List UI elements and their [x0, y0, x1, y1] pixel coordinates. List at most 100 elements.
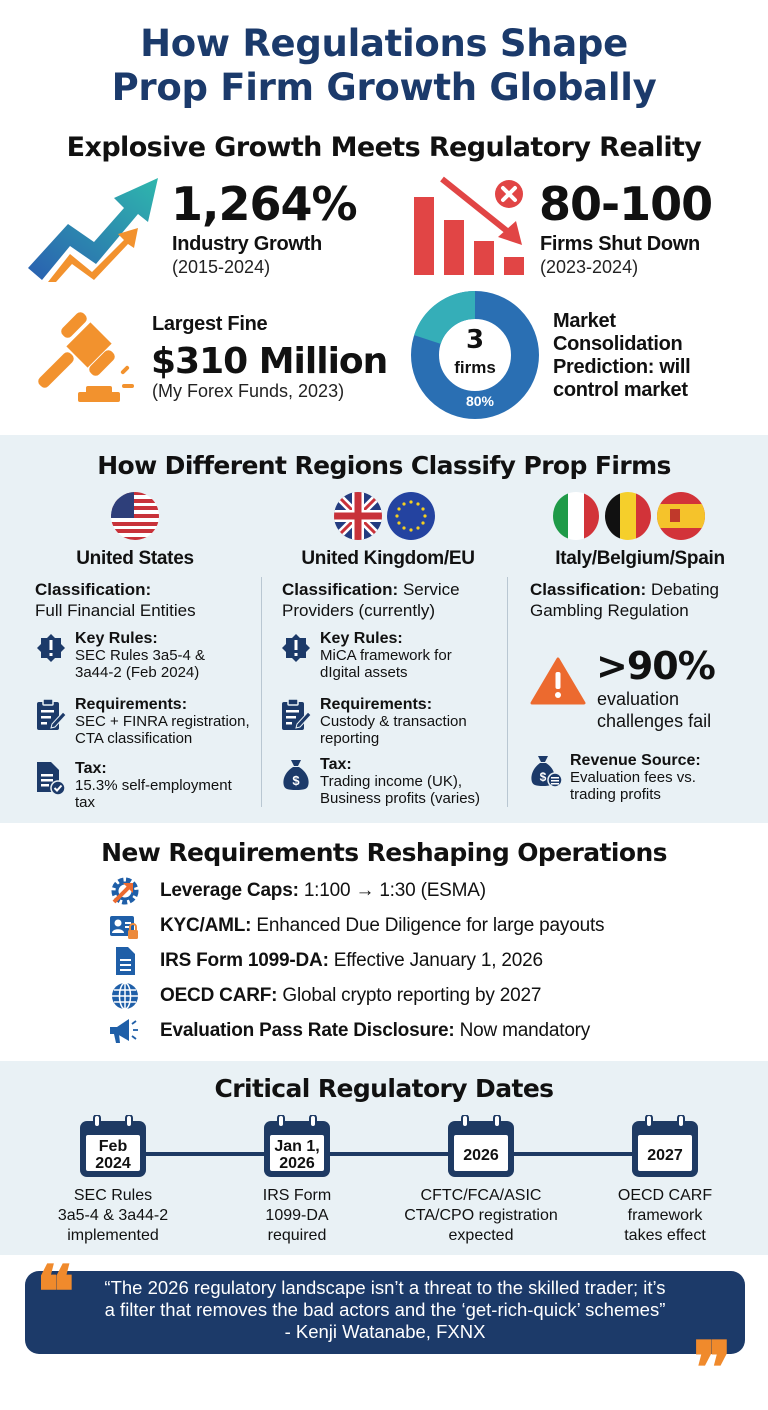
column-divider	[261, 577, 262, 807]
timeline-event-desc: OECD CARF framework takes effect	[590, 1186, 740, 1246]
fail-stat-line: challenges fail	[597, 711, 712, 731]
desc-line: CTA/CPO registration	[404, 1207, 558, 1224]
classification-value: Gambling Regulation	[530, 601, 689, 620]
requirement-label: IRS Form 1099-DA:	[160, 950, 329, 971]
rule-text-line: reporting	[320, 730, 380, 747]
requirement-text: Enhanced Due Diligence for large payouts	[256, 915, 605, 936]
classification-value: Debating	[650, 580, 719, 599]
rule-text-line: Custody & transaction	[320, 713, 467, 730]
rule-heading: Tax:	[75, 760, 107, 777]
page-subtitle: Explosive Growth Meets Regulatory Realit…	[66, 132, 702, 163]
us-tax: Tax: 15.3% self-employment tax	[35, 760, 232, 811]
id-card-lock-icon	[110, 916, 138, 939]
desc-line: 3a5-4 & 3a44-2	[57, 1207, 169, 1224]
uk-eu-requirements: Requirements: Custody & transaction report…	[280, 696, 467, 747]
svg-text:$: $	[540, 770, 547, 784]
rule-heading: Requirements:	[75, 696, 188, 713]
ibs-revenue-source: $ Revenue Source: Evaluation fees vs. trad…	[530, 752, 701, 803]
rule-text-line: SEC + FINRA registration,	[75, 713, 250, 730]
us-requirements: Requirements: SEC + FINRA registration, CT…	[35, 696, 250, 747]
us-key-rules: Key Rules: SEC Rules 3a5-4 & 3a44-2 (Feb 2…	[35, 630, 205, 681]
donut-center-label: firms	[454, 358, 496, 377]
requirement-item: Evaluation Pass Rate Disclosure: Now man…	[108, 1015, 590, 1047]
uk-flag-icon	[333, 491, 383, 541]
uk-eu-key-rules: Key Rules: MiCA framework for dIgital asse…	[280, 630, 452, 681]
globe-icon	[112, 982, 138, 1010]
requirement-item: OECD CARF: Global crypto reporting by 20…	[108, 980, 541, 1012]
desc-line: IRS Form	[262, 1187, 332, 1204]
timeline-line	[110, 1152, 660, 1156]
desc-line: takes effect	[624, 1227, 706, 1244]
classification-label: Classification:	[35, 580, 152, 599]
gavel-icon	[24, 308, 136, 404]
requirement-label: KYC/AML:	[160, 915, 252, 936]
timeline-event-desc: CFTC/FCA/ASIC CTA/CPO registration expecte…	[391, 1186, 571, 1246]
gear-arrow-icon	[111, 877, 139, 905]
money-bag-coins-icon: $	[531, 756, 562, 788]
desc-line: required	[267, 1227, 327, 1244]
document-check-icon	[37, 762, 66, 796]
fine-value: $310 Million	[151, 341, 388, 382]
column-divider	[507, 577, 508, 807]
timeline-title: Critical Regulatory Dates	[214, 1074, 555, 1103]
alert-badge-icon	[37, 634, 65, 662]
clipboard-edit-icon	[282, 698, 312, 730]
us-flag-icon	[110, 491, 160, 541]
rule-heading: Key Rules:	[75, 630, 158, 647]
requirement-item: Leverage Caps: 1:100 → 1:30 (ESMA)	[108, 875, 486, 907]
svg-text:$: $	[292, 773, 300, 788]
rule-text-line: CTA classification	[75, 730, 193, 747]
rule-text-line: 3a44-2 (Feb 2024)	[75, 664, 200, 681]
rule-heading: Tax:	[320, 756, 352, 773]
requirement-item: IRS Form 1099-DA: Effective January 1, 2…	[108, 945, 543, 977]
megaphone-icon	[110, 1019, 138, 1043]
rule-text-line: MiCA framework for	[320, 647, 452, 664]
us-classification: Classification: Full Financial Entities	[35, 579, 255, 621]
title-line-1: How Regulations Shape	[140, 22, 628, 65]
ibs-classification: Classification: Debating Gambling Regula…	[530, 579, 760, 621]
growth-label: Industry Growth	[172, 233, 322, 255]
desc-line: expected	[448, 1227, 514, 1244]
date-line: Feb	[98, 1138, 128, 1155]
rule-heading: Requirements:	[320, 696, 433, 713]
requirement-text: 1:100 → 1:30 (ESMA)	[303, 880, 486, 901]
requirement-text: Effective January 1, 2026	[333, 950, 543, 971]
consolidation-text: Market Consolidation Prediction: will co…	[553, 310, 691, 402]
shutdowns-value: 80-100	[539, 177, 713, 231]
date-line: 2026	[463, 1146, 499, 1164]
region-name-italy-belgium-spain: Italy/Belgium/Spain	[555, 548, 725, 569]
fail-stat-value: >90%	[596, 644, 716, 688]
consolidation-line-3: Prediction: will	[553, 356, 691, 378]
rule-text-line: Evaluation fees vs.	[570, 769, 696, 786]
warning-triangle-icon	[530, 656, 586, 706]
belgium-flag-icon	[604, 491, 652, 541]
fine-detail: (My Forex Funds, 2023)	[152, 381, 345, 401]
region-name-us: United States	[76, 548, 194, 569]
growth-value: 1,264%	[171, 177, 358, 231]
consolidation-line-2: Consolidation	[553, 333, 683, 355]
quote-line-1: “The 2026 regulatory landscape isn’t a t…	[104, 1277, 666, 1298]
page-title: How Regulations Shape Prop Firm Growth G…	[0, 22, 768, 110]
consolidation-line-1: Market	[553, 310, 616, 332]
rule-text-line: 15.3% self-employment	[75, 777, 232, 794]
document-icon	[116, 947, 135, 975]
classification-value: Full Financial Entities	[35, 601, 196, 620]
requirement-text: Global crypto reporting by 2027	[282, 985, 542, 1006]
uk-eu-classification: Classification: Service Providers (curre…	[282, 579, 502, 621]
calendar-icon: Jan 1, 2026	[262, 1115, 332, 1179]
date-line: Jan 1,	[274, 1138, 320, 1155]
requirement-label: Leverage Caps:	[160, 880, 299, 901]
clipboard-edit-icon	[37, 698, 67, 730]
regions-title: How Different Regions Classify Prop Firm…	[97, 451, 671, 480]
rule-text-line: Business profits (varies)	[320, 790, 481, 807]
calendar-icon: Feb 2024	[78, 1115, 148, 1179]
shutdowns-period: (2023-2024)	[540, 257, 639, 277]
requirement-label: OECD CARF:	[160, 985, 278, 1006]
alert-badge-icon	[282, 634, 310, 662]
growth-period: (2015-2024)	[172, 257, 271, 277]
date-line: 2027	[647, 1146, 683, 1164]
requirement-label: Evaluation Pass Rate Disclosure:	[160, 1020, 455, 1041]
rule-text-line: tax	[75, 794, 96, 811]
trending-up-arrow-icon	[26, 176, 162, 282]
requirement-text: Now mandatory	[459, 1020, 591, 1041]
